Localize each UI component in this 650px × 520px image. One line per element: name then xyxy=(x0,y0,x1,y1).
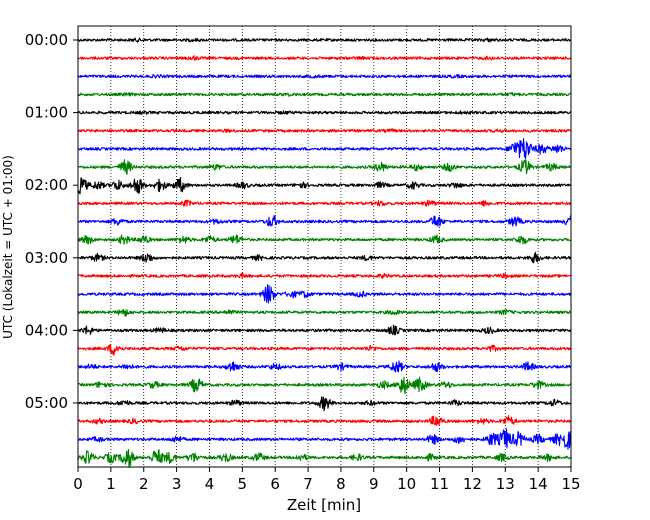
y-tick-label-03:00: 03:00 xyxy=(25,249,68,267)
x-tick-label-3: 3 xyxy=(172,475,182,493)
x-tick-label-5: 5 xyxy=(238,475,248,493)
trace-0115 xyxy=(77,128,572,134)
y-axis-label: UTC (Lokalzeit = UTC + 01:00) xyxy=(1,155,15,339)
trace-0100 xyxy=(77,110,572,115)
trace-0300 xyxy=(77,251,572,264)
trace-0130 xyxy=(77,137,572,160)
plot-frame xyxy=(77,25,572,468)
x-tick-label-7: 7 xyxy=(303,475,313,493)
y-axis-ticks: 00:00 01:00 02:00 03:00 04:00 05:00 xyxy=(25,31,78,412)
x-tick-label-15: 15 xyxy=(561,475,580,493)
y-tick-label-04:00: 04:00 xyxy=(25,321,68,339)
y-tick-label-00:00: 00:00 xyxy=(25,31,68,49)
x-tick-label-2: 2 xyxy=(139,475,149,493)
x-axis-ticks: 0 1 2 3 4 5 6 7 8 9 10 11 12 13 14 15 xyxy=(73,467,581,493)
y-tick-label-01:00: 01:00 xyxy=(25,104,68,122)
trace-0545 xyxy=(77,448,572,468)
trace-0230 xyxy=(77,215,572,227)
x-tick-label-6: 6 xyxy=(270,475,280,493)
x-tick-label-11: 11 xyxy=(430,475,449,493)
x-tick-label-9: 9 xyxy=(369,475,379,493)
x-tick-label-12: 12 xyxy=(463,475,482,493)
x-tick-label-14: 14 xyxy=(529,475,548,493)
x-tick-label-1: 1 xyxy=(106,475,116,493)
trace-0415 xyxy=(77,343,572,356)
y-tick-label-05:00: 05:00 xyxy=(25,394,68,412)
trace-0000 xyxy=(77,37,572,43)
trace-0345 xyxy=(77,308,572,317)
trace-0030 xyxy=(77,73,572,79)
trace-0045 xyxy=(77,92,572,97)
x-tick-label-4: 4 xyxy=(205,475,215,493)
x-axis-label: Zeit [min] xyxy=(287,496,361,514)
x-tick-label-13: 13 xyxy=(496,475,515,493)
x-tick-label-0: 0 xyxy=(73,475,83,493)
trace-0515 xyxy=(77,415,572,426)
x-tick-label-8: 8 xyxy=(336,475,346,493)
trace-0400 xyxy=(77,324,572,336)
trace-0200 xyxy=(77,176,572,195)
x-tick-label-10: 10 xyxy=(397,475,416,493)
trace-0245 xyxy=(77,234,572,245)
trace-0015 xyxy=(77,55,572,61)
trace-0145 xyxy=(77,159,572,175)
y-tick-label-02:00: 02:00 xyxy=(25,176,68,194)
seismic-traces xyxy=(77,37,572,468)
trace-0215 xyxy=(77,199,572,207)
trace-0315 xyxy=(77,272,572,280)
trace-0330 xyxy=(77,284,572,304)
trace-0530 xyxy=(77,428,572,450)
trace-0430 xyxy=(77,360,572,373)
trace-0445 xyxy=(77,376,572,395)
trace-0500 xyxy=(77,396,572,412)
